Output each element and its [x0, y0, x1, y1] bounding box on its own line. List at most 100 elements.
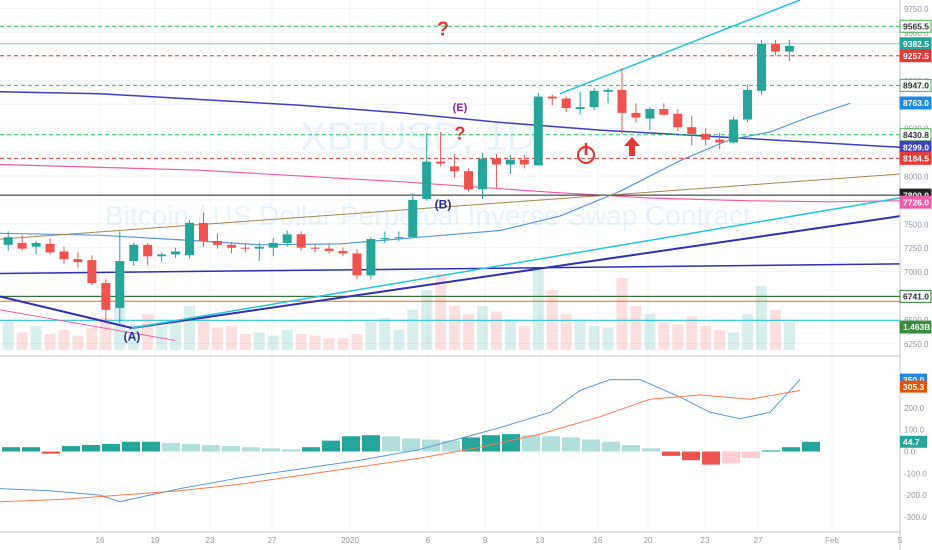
candle-body — [3, 237, 13, 245]
candle-body — [408, 199, 418, 238]
candle-body — [185, 222, 195, 256]
histogram-bar — [102, 443, 120, 452]
histogram-bar — [22, 447, 40, 452]
candle-body — [450, 166, 460, 172]
annotation-label: ? — [455, 124, 466, 144]
annotations: ?? (E) (B) (A) — [124, 18, 640, 343]
time-tick-label: 2020 — [341, 536, 359, 545]
price-badge-label: 8430.8 — [903, 130, 929, 140]
candle-body — [491, 158, 501, 165]
price-tick-label: 6500.0 — [904, 316, 929, 325]
volume-bar — [239, 334, 251, 350]
candle-body — [603, 89, 613, 92]
price-badge-label: 1.463B — [903, 322, 930, 332]
time-axis: 16 19 23 27 2020 6 9 13 16 20 23 27 Feb 5 — [96, 536, 903, 545]
volume-bar — [756, 286, 767, 350]
time-tick-label: 5 — [898, 536, 903, 545]
osc-line-fast — [0, 379, 801, 503]
candle-body — [617, 89, 627, 113]
price-badge-label: 9382.5 — [903, 39, 929, 49]
volume-bar — [44, 334, 56, 350]
volume-bar — [198, 318, 209, 350]
candle-body — [143, 244, 153, 257]
trendline — [131, 215, 901, 329]
histogram-bar — [762, 450, 780, 452]
volume-bar — [58, 330, 70, 350]
histogram-bar — [522, 435, 540, 452]
time-tick-label: Feb — [825, 536, 839, 545]
time-tick-label: 27 — [268, 536, 277, 545]
candle-body — [547, 96, 557, 99]
volume-bar — [72, 335, 84, 350]
ma-fast-line — [0, 102, 851, 246]
time-tick-label: 23 — [206, 536, 215, 545]
candle-body — [784, 45, 794, 52]
price-badge-label: 8184.5 — [903, 154, 929, 164]
candle-body — [478, 158, 487, 190]
candle-body — [296, 234, 306, 248]
histogram-bar — [142, 441, 160, 452]
price-badge — [899, 128, 932, 142]
watermark-symbol: XBTUSD, 1D — [300, 115, 536, 159]
up-arrow-shape — [624, 137, 640, 156]
histogram-bar — [702, 451, 720, 465]
candle-body — [505, 159, 515, 165]
time-tick-label: 6 — [426, 536, 431, 545]
volume-bar — [477, 306, 488, 350]
price-tick-label: 8000.0 — [904, 172, 929, 181]
time-tick-label: 20 — [644, 536, 653, 545]
trendline — [0, 295, 133, 329]
price-badge — [899, 19, 932, 33]
volume-bar — [86, 327, 98, 350]
histogram-bar — [262, 448, 280, 452]
volume-bar — [184, 306, 196, 350]
candle-body — [101, 283, 111, 310]
volume-bar — [574, 319, 586, 350]
histogram-bar — [502, 434, 520, 452]
candle-body — [87, 260, 97, 284]
volume-bar — [170, 322, 182, 350]
histogram-bar — [802, 441, 820, 452]
ma-slow-line — [0, 91, 901, 149]
volume-bar — [518, 326, 530, 350]
price-badge-label: 8763.0 — [903, 98, 929, 108]
volume-bar — [783, 322, 795, 350]
annotation-label: (A) — [124, 329, 141, 343]
candle-body — [254, 246, 264, 249]
candle-body — [171, 251, 181, 255]
volume-bar — [295, 334, 307, 350]
volume-bar — [323, 338, 335, 350]
candle-body — [17, 242, 27, 249]
volume-bar — [253, 332, 265, 350]
volume-bar — [142, 314, 154, 350]
histogram-bar — [442, 440, 460, 452]
price-badge-label: 6741.0 — [903, 292, 929, 302]
price-badge-label: 8299.0 — [903, 143, 929, 153]
candle-body — [31, 242, 41, 247]
annotation-label: (B) — [435, 197, 452, 211]
price-badge — [899, 49, 932, 63]
histogram-bar — [602, 441, 620, 452]
time-tick-label: 13 — [536, 536, 545, 545]
price-badge — [899, 78, 932, 92]
volume-bar — [128, 324, 140, 350]
time-tick-label: 27 — [754, 536, 763, 545]
histogram-bar — [302, 447, 320, 452]
time-tick-label: 16 — [594, 536, 603, 545]
price-tick-label: 7250.0 — [904, 244, 929, 253]
histogram-bar — [202, 445, 220, 452]
price-badge — [899, 289, 932, 303]
watermark-name: Bitcoin / US Dollar Perpetual Inverse Sw… — [105, 200, 751, 231]
price-tick-label: 6250.0 — [904, 340, 929, 349]
candle-body — [701, 133, 711, 140]
volume-bar — [449, 306, 461, 350]
volume-bar — [658, 322, 670, 350]
histogram-bar — [542, 436, 560, 452]
price-badge — [899, 320, 932, 334]
candle-body — [436, 161, 446, 164]
candle-body — [352, 253, 362, 276]
volume-bar — [742, 314, 754, 350]
volume-bar — [365, 322, 377, 350]
